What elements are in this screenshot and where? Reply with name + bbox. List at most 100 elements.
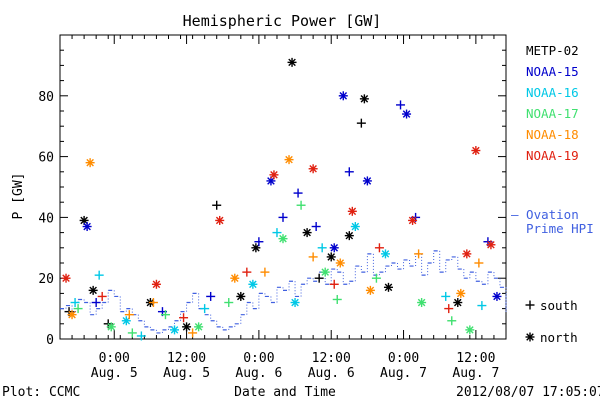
- south-point-marker: [441, 291, 451, 301]
- south-point-marker: [317, 243, 327, 253]
- south-point-marker: [278, 212, 288, 222]
- south-point-marker: [374, 243, 384, 253]
- north-point-marker: [308, 164, 318, 174]
- north-point-marker: [290, 298, 300, 308]
- y-tick-label: 0: [46, 333, 54, 348]
- legend-item-noaa-16: NOAA-16: [526, 85, 579, 100]
- south-marker-legend: [525, 300, 535, 310]
- chart-title: Hemispheric Power [GW]: [183, 12, 382, 30]
- north-point-marker: [362, 176, 372, 186]
- north-point-marker: [215, 215, 225, 225]
- x-tick-date-label: Aug. 5: [163, 366, 210, 381]
- south-point-marker: [396, 100, 406, 110]
- south-point-marker: [188, 328, 198, 338]
- x-tick-label: 12:00: [312, 351, 351, 366]
- south-point-marker: [206, 291, 216, 301]
- north-marker-legend: [525, 332, 535, 342]
- north-point-marker: [335, 258, 345, 268]
- x-tick-label: 0:00: [388, 351, 419, 366]
- south-point-marker: [414, 249, 424, 259]
- north-point-marker: [287, 57, 297, 67]
- series-noaa-15: [82, 91, 502, 317]
- south-point-marker: [314, 273, 324, 283]
- north-point-marker: [251, 243, 261, 253]
- south-point-marker: [293, 188, 303, 198]
- plot-credit: Plot: CCMC: [2, 385, 80, 400]
- south-point-marker: [272, 228, 282, 238]
- y-tick-label: 60: [38, 151, 54, 166]
- south-point-marker: [91, 298, 101, 308]
- y-axis-label: P [GW]: [11, 173, 26, 220]
- y-tick-label: 80: [38, 90, 54, 105]
- north-point-marker: [486, 240, 496, 250]
- south-point-marker: [296, 200, 306, 210]
- south-point-marker: [124, 310, 134, 320]
- north-point-marker: [67, 310, 77, 320]
- ovation-hpi-layer: [60, 250, 507, 334]
- north-point-marker: [456, 288, 466, 298]
- legend-item-metp-02: METP-02: [526, 43, 579, 58]
- series-noaa-16: [70, 222, 487, 341]
- legend-item-noaa-15: NOAA-15: [526, 64, 579, 79]
- south-point-marker: [160, 310, 170, 320]
- south-point-marker: [311, 222, 321, 232]
- north-point-marker: [248, 279, 258, 289]
- north-point-marker: [230, 273, 240, 283]
- south-point-marker: [477, 301, 487, 311]
- north-point-marker: [453, 298, 463, 308]
- south-point-marker: [371, 273, 381, 283]
- series-noaa-18: [67, 155, 484, 338]
- north-point-marker: [471, 146, 481, 156]
- north-point-marker: [106, 322, 116, 332]
- north-point-marker: [402, 109, 412, 119]
- south-point-marker: [344, 167, 354, 177]
- north-point-marker: [329, 243, 339, 253]
- north-point-marker: [278, 234, 288, 244]
- north-point-marker: [347, 206, 357, 216]
- south-point-marker: [97, 291, 107, 301]
- north-point-marker: [121, 316, 131, 326]
- x-tick-label: 12:00: [456, 351, 495, 366]
- south-point-marker: [254, 237, 264, 247]
- south-point-marker: [474, 258, 484, 268]
- north-point-marker: [320, 267, 330, 277]
- north-point-marker: [326, 252, 336, 262]
- marker-legend: south north: [525, 298, 578, 345]
- north-point-marker: [236, 291, 246, 301]
- data-points-layer: [61, 57, 502, 341]
- south-point-marker: [260, 267, 270, 277]
- north-point-marker: [465, 325, 475, 335]
- legend: METP-02 NOAA-15 NOAA-16 NOAA-17 NOAA-18 NOAA-…: [526, 43, 579, 163]
- legend-item-noaa-18: NOAA-18: [526, 127, 579, 142]
- north-point-marker: [194, 322, 204, 332]
- ovation-legend-label: Prime HPI: [526, 221, 594, 236]
- ovation-legend-label: – Ovation: [511, 207, 579, 222]
- south-point-marker: [70, 298, 80, 308]
- south-point-marker: [332, 294, 342, 304]
- north-point-marker: [365, 285, 375, 295]
- series-noaa-19: [61, 146, 496, 323]
- south-point-marker: [224, 298, 234, 308]
- south-point-marker: [444, 304, 454, 314]
- south-point-marker: [356, 118, 366, 128]
- x-tick-date-label: Aug. 6: [308, 366, 355, 381]
- north-point-marker: [88, 285, 98, 295]
- x-tick-label: 0:00: [99, 351, 130, 366]
- north-point-marker: [284, 155, 294, 165]
- x-tick-date-label: Aug. 7: [380, 366, 427, 381]
- south-point-marker: [308, 252, 318, 262]
- x-tick-date-label: Aug. 7: [452, 366, 499, 381]
- north-point-marker: [182, 322, 192, 332]
- south-point-marker: [179, 313, 189, 323]
- north-point-marker: [151, 279, 161, 289]
- south-point-marker: [127, 328, 137, 338]
- x-tick-label: 12:00: [167, 351, 206, 366]
- north-point-marker: [383, 282, 393, 292]
- x-tick-label: 0:00: [243, 351, 274, 366]
- south-point-marker: [447, 316, 457, 326]
- marker-legend-label: north: [540, 330, 578, 345]
- north-point-marker: [380, 249, 390, 259]
- south-point-marker: [94, 270, 104, 280]
- x-tick-date-label: Aug. 5: [91, 366, 138, 381]
